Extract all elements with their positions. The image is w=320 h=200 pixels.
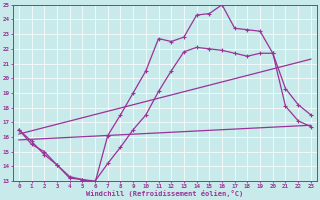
X-axis label: Windchill (Refroidissement éolien,°C): Windchill (Refroidissement éolien,°C) <box>86 190 244 197</box>
